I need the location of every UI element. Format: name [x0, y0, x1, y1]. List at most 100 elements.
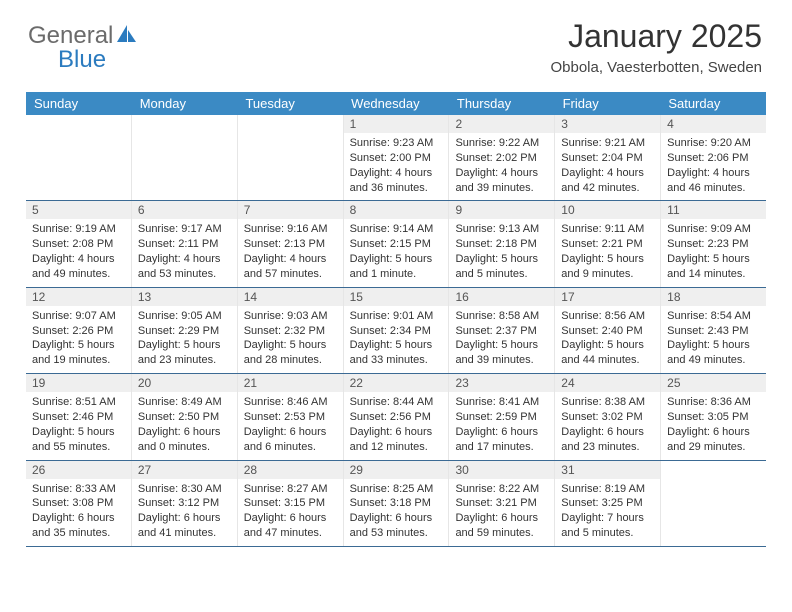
day-number: 3 [555, 115, 660, 133]
day-details: Sunrise: 8:56 AMSunset: 2:40 PMDaylight:… [561, 309, 654, 368]
day-details: Sunrise: 9:09 AMSunset: 2:23 PMDaylight:… [667, 222, 760, 281]
day-cell: 5 Sunrise: 9:19 AMSunset: 2:08 PMDaylight… [26, 201, 132, 286]
day-number: 6 [132, 201, 237, 219]
day-details: Sunrise: 9:22 AMSunset: 2:02 PMDaylight:… [455, 136, 548, 195]
day-number: 4 [661, 115, 766, 133]
day-cell: 7 Sunrise: 9:16 AMSunset: 2:13 PMDaylight… [238, 201, 344, 286]
day-cell: 12Sunrise: 9:07 AMSunset: 2:26 PMDayligh… [26, 288, 132, 373]
day-details: Sunrise: 8:36 AMSunset: 3:05 PMDaylight:… [667, 395, 760, 454]
weekday-header-row: SundayMondayTuesdayWednesdayThursdayFrid… [26, 92, 766, 115]
day-number: 19 [26, 374, 131, 392]
day-cell: 27 Sunrise: 8:30 AMSunset: 3:12 PMDayligh… [132, 461, 238, 546]
page-header: January 2025 Obbola, Vaesterbotten, Swed… [550, 18, 762, 76]
day-number: 24 [555, 374, 660, 392]
day-cell: 15 Sunrise: 9:01 AMSunset: 2:34 PMDayligh… [344, 288, 450, 373]
day-cell: 18 Sunrise: 8:54 AMSunset: 2:43 PMDayligh… [661, 288, 766, 373]
sail-icon [113, 22, 138, 50]
day-details: Sunrise: 9:14 AMSunset: 2:15 PMDaylight:… [350, 222, 443, 281]
day-cell [132, 115, 238, 200]
day-number: 17 [555, 288, 660, 306]
day-cell: 9Sunrise: 9:13 AMSunset: 2:18 PMDaylight… [449, 201, 555, 286]
day-cell: 1 Sunrise: 9:23 AMSunset: 2:00 PMDaylight… [344, 115, 450, 200]
day-cell: 28 Sunrise: 8:27 AMSunset: 3:15 PMDayligh… [238, 461, 344, 546]
day-cell: 24Sunrise: 8:38 AMSunset: 3:02 PMDayligh… [555, 374, 661, 459]
day-number: 8 [344, 201, 449, 219]
day-number: 5 [26, 201, 131, 219]
day-details: Sunrise: 9:05 AMSunset: 2:29 PMDaylight:… [138, 309, 231, 368]
day-details: Sunrise: 8:54 AMSunset: 2:43 PMDaylight:… [667, 309, 760, 368]
day-details: Sunrise: 9:23 AMSunset: 2:00 PMDaylight:… [350, 136, 443, 195]
day-number: 30 [449, 461, 554, 479]
day-cell [238, 115, 344, 200]
day-number: 15 [344, 288, 449, 306]
day-cell: 14Sunrise: 9:03 AMSunset: 2:32 PMDayligh… [238, 288, 344, 373]
week-row: 5 Sunrise: 9:19 AMSunset: 2:08 PMDaylight… [26, 201, 766, 287]
weekday-header-saturday: Saturday [660, 92, 766, 115]
day-details: Sunrise: 8:58 AMSunset: 2:37 PMDaylight:… [455, 309, 548, 368]
day-number: 28 [238, 461, 343, 479]
day-details: Sunrise: 9:11 AMSunset: 2:21 PMDaylight:… [561, 222, 654, 281]
day-details: Sunrise: 9:01 AMSunset: 2:34 PMDaylight:… [350, 309, 443, 368]
day-cell: 30 Sunrise: 8:22 AMSunset: 3:21 PMDayligh… [449, 461, 555, 546]
day-details: Sunrise: 9:17 AMSunset: 2:11 PMDaylight:… [138, 222, 231, 281]
day-number: 12 [26, 288, 131, 306]
day-cell: 29 Sunrise: 8:25 AMSunset: 3:18 PMDayligh… [344, 461, 450, 546]
day-details: Sunrise: 8:46 AMSunset: 2:53 PMDaylight:… [244, 395, 337, 454]
day-number: 20 [132, 374, 237, 392]
day-details: Sunrise: 8:33 AMSunset: 3:08 PMDaylight:… [32, 482, 125, 541]
weekday-header-sunday: Sunday [26, 92, 132, 115]
weekday-header-thursday: Thursday [449, 92, 555, 115]
day-cell: 13Sunrise: 9:05 AMSunset: 2:29 PMDayligh… [132, 288, 238, 373]
week-row: 19 Sunrise: 8:51 AMSunset: 2:46 PMDayligh… [26, 374, 766, 460]
day-cell: 17 Sunrise: 8:56 AMSunset: 2:40 PMDayligh… [555, 288, 661, 373]
day-cell: 26 Sunrise: 8:33 AMSunset: 3:08 PMDayligh… [26, 461, 132, 546]
day-number: 11 [661, 201, 766, 219]
day-number: 27 [132, 461, 237, 479]
day-details: Sunrise: 8:22 AMSunset: 3:21 PMDaylight:… [455, 482, 548, 541]
day-details: Sunrise: 9:13 AMSunset: 2:18 PMDaylight:… [455, 222, 548, 281]
day-number: 26 [26, 461, 131, 479]
day-cell: 2Sunrise: 9:22 AMSunset: 2:02 PMDaylight… [449, 115, 555, 200]
day-details: Sunrise: 9:19 AMSunset: 2:08 PMDaylight:… [32, 222, 125, 281]
day-cell: 20 Sunrise: 8:49 AMSunset: 2:50 PMDayligh… [132, 374, 238, 459]
weekday-header-monday: Monday [132, 92, 238, 115]
day-cell: 21 Sunrise: 8:46 AMSunset: 2:53 PMDayligh… [238, 374, 344, 459]
day-details: Sunrise: 8:30 AMSunset: 3:12 PMDaylight:… [138, 482, 231, 541]
day-details: Sunrise: 8:51 AMSunset: 2:46 PMDaylight:… [32, 395, 125, 454]
week-row: 1 Sunrise: 9:23 AMSunset: 2:00 PMDaylight… [26, 115, 766, 201]
day-cell: 16Sunrise: 8:58 AMSunset: 2:37 PMDayligh… [449, 288, 555, 373]
day-number: 23 [449, 374, 554, 392]
weekday-header-friday: Friday [555, 92, 661, 115]
day-cell: 22 Sunrise: 8:44 AMSunset: 2:56 PMDayligh… [344, 374, 450, 459]
day-details: Sunrise: 8:19 AMSunset: 3:25 PMDaylight:… [561, 482, 654, 541]
day-number: 25 [661, 374, 766, 392]
day-cell: 25 Sunrise: 8:36 AMSunset: 3:05 PMDayligh… [661, 374, 766, 459]
day-number: 10 [555, 201, 660, 219]
day-details: Sunrise: 8:25 AMSunset: 3:18 PMDaylight:… [350, 482, 443, 541]
day-cell: 8 Sunrise: 9:14 AMSunset: 2:15 PMDaylight… [344, 201, 450, 286]
day-details: Sunrise: 8:49 AMSunset: 2:50 PMDaylight:… [138, 395, 231, 454]
day-cell: 10 Sunrise: 9:11 AMSunset: 2:21 PMDayligh… [555, 201, 661, 286]
day-cell: 4Sunrise: 9:20 AMSunset: 2:06 PMDaylight… [661, 115, 766, 200]
weekday-header-wednesday: Wednesday [343, 92, 449, 115]
day-details: Sunrise: 9:16 AMSunset: 2:13 PMDaylight:… [244, 222, 337, 281]
day-cell: 31 Sunrise: 8:19 AMSunset: 3:25 PMDayligh… [555, 461, 661, 546]
day-number: 22 [344, 374, 449, 392]
day-number: 18 [661, 288, 766, 306]
day-number: 21 [238, 374, 343, 392]
week-row: 26 Sunrise: 8:33 AMSunset: 3:08 PMDayligh… [26, 461, 766, 547]
day-cell: 23Sunrise: 8:41 AMSunset: 2:59 PMDayligh… [449, 374, 555, 459]
day-number: 7 [238, 201, 343, 219]
day-details: Sunrise: 9:21 AMSunset: 2:04 PMDaylight:… [561, 136, 654, 195]
day-details: Sunrise: 8:27 AMSunset: 3:15 PMDaylight:… [244, 482, 337, 541]
day-number: 29 [344, 461, 449, 479]
day-cell: 3 Sunrise: 9:21 AMSunset: 2:04 PMDaylight… [555, 115, 661, 200]
day-cell: 19 Sunrise: 8:51 AMSunset: 2:46 PMDayligh… [26, 374, 132, 459]
day-cell [661, 461, 766, 546]
brand-text-2: Blue [58, 46, 106, 74]
day-details: Sunrise: 8:44 AMSunset: 2:56 PMDaylight:… [350, 395, 443, 454]
day-number: 1 [344, 115, 449, 133]
day-cell: 6 Sunrise: 9:17 AMSunset: 2:11 PMDaylight… [132, 201, 238, 286]
day-number: 31 [555, 461, 660, 479]
calendar-grid: SundayMondayTuesdayWednesdayThursdayFrid… [26, 92, 766, 547]
